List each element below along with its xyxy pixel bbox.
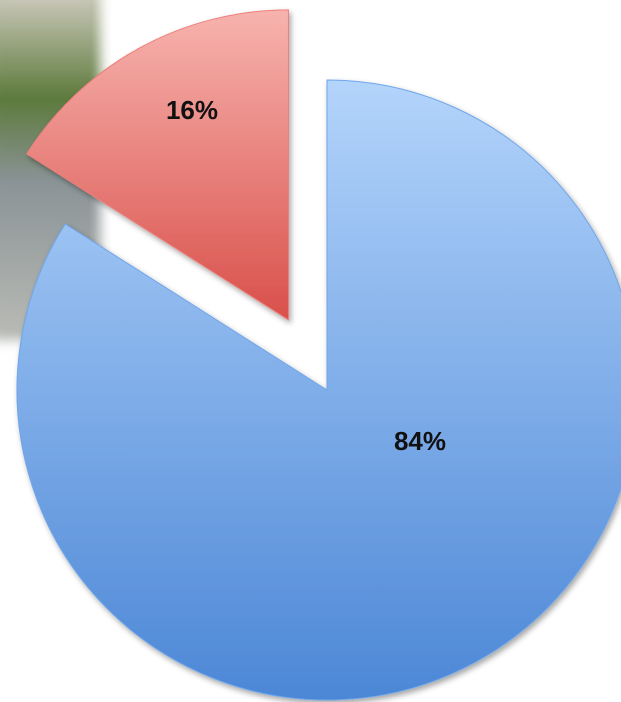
- pie-slice: [16, 79, 621, 701]
- pie: 84% 16%: [16, 9, 621, 701]
- pie-slice: [26, 9, 289, 321]
- data-label: 16%: [166, 95, 218, 125]
- data-label: 84%: [394, 426, 446, 456]
